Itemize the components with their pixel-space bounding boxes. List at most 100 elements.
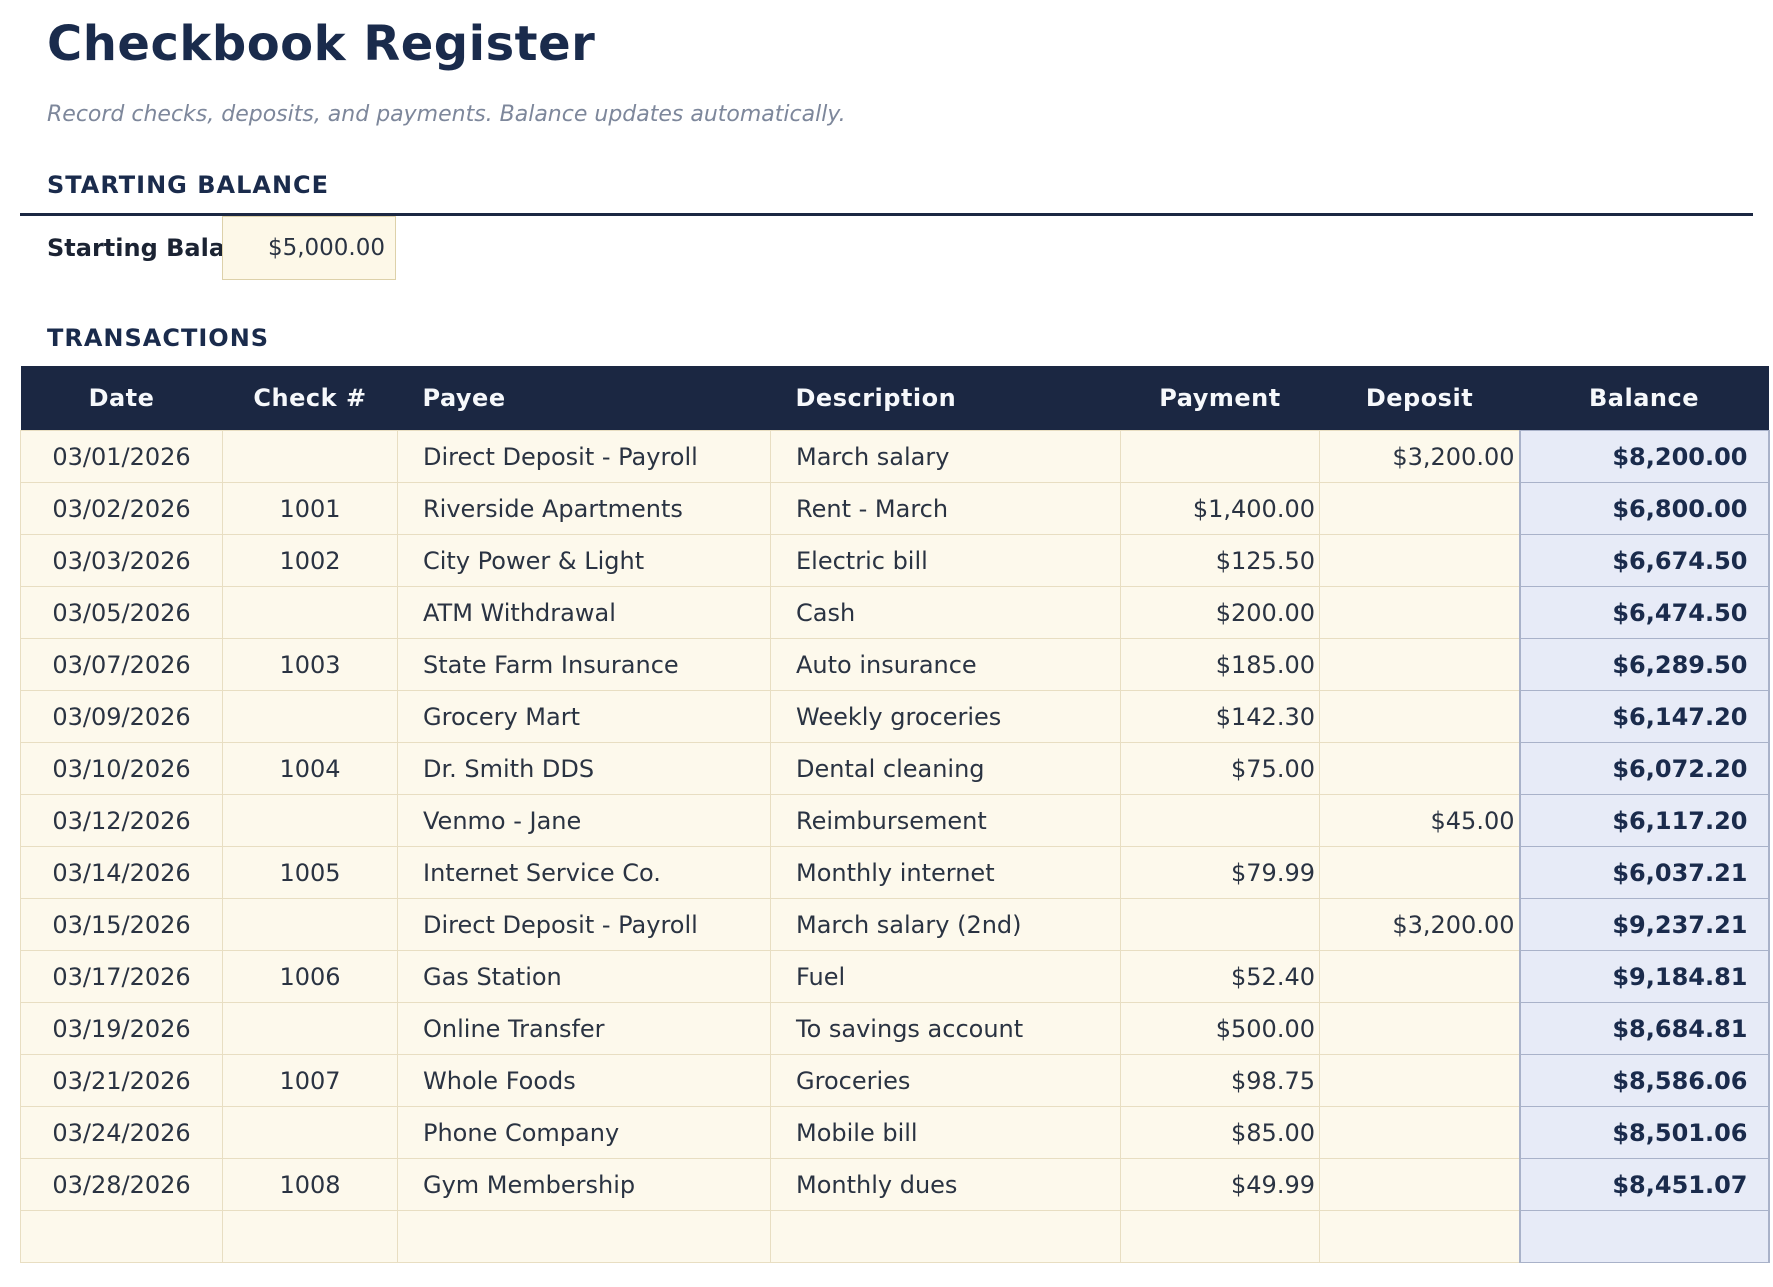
cell-check-number[interactable] <box>222 1106 398 1159</box>
cell-payee[interactable]: State Farm Insurance <box>397 638 771 691</box>
cell-date[interactable]: 03/10/2026 <box>20 742 223 795</box>
cell-check-number[interactable]: 1001 <box>222 482 398 535</box>
cell-payment[interactable]: $79.99 <box>1120 846 1320 899</box>
cell-description[interactable]: Groceries <box>770 1054 1121 1107</box>
starting-balance-input[interactable]: $5,000.00 <box>222 216 396 280</box>
cell-payment[interactable]: $75.00 <box>1120 742 1320 795</box>
cell-deposit[interactable] <box>1319 638 1520 691</box>
cell-deposit[interactable] <box>1319 586 1520 639</box>
cell-deposit[interactable] <box>1319 534 1520 587</box>
cell-date[interactable]: 03/03/2026 <box>20 534 223 587</box>
cell-payment[interactable] <box>1120 898 1320 951</box>
cell-payment[interactable]: $200.00 <box>1120 586 1320 639</box>
cell-payee[interactable]: Venmo - Jane <box>397 794 771 847</box>
cell-date[interactable]: 03/12/2026 <box>20 794 223 847</box>
cell-deposit[interactable] <box>1319 846 1520 899</box>
cell-date[interactable]: 03/05/2026 <box>20 586 223 639</box>
cell-date[interactable]: 03/17/2026 <box>20 950 223 1003</box>
cell-deposit[interactable] <box>1319 1054 1520 1107</box>
cell-check-number[interactable] <box>222 1002 398 1055</box>
cell-payment[interactable]: $85.00 <box>1120 1106 1320 1159</box>
cell-date[interactable]: 03/02/2026 <box>20 482 223 535</box>
cell-check-number[interactable]: 1002 <box>222 534 398 587</box>
cell-deposit[interactable] <box>1319 690 1520 743</box>
cell-check-number[interactable] <box>222 1210 398 1263</box>
cell-deposit[interactable] <box>1319 950 1520 1003</box>
cell-date[interactable]: 03/28/2026 <box>20 1158 223 1211</box>
cell-payment[interactable]: $1,400.00 <box>1120 482 1320 535</box>
cell-deposit[interactable] <box>1319 482 1520 535</box>
cell-payment[interactable] <box>1120 430 1320 483</box>
cell-balance: $9,184.81 <box>1518 950 1770 1003</box>
cell-payment[interactable]: $49.99 <box>1120 1158 1320 1211</box>
cell-payee[interactable]: Internet Service Co. <box>397 846 771 899</box>
cell-deposit[interactable]: $3,200.00 <box>1319 898 1520 951</box>
cell-description[interactable]: Monthly dues <box>770 1158 1121 1211</box>
cell-check-number[interactable] <box>222 690 398 743</box>
cell-payee[interactable]: Whole Foods <box>397 1054 771 1107</box>
cell-check-number[interactable] <box>222 586 398 639</box>
cell-date[interactable]: 03/24/2026 <box>20 1106 223 1159</box>
cell-description[interactable]: Auto insurance <box>770 638 1121 691</box>
cell-payee[interactable]: ATM Withdrawal <box>397 586 771 639</box>
cell-payee[interactable] <box>397 1210 771 1263</box>
cell-check-number[interactable]: 1008 <box>222 1158 398 1211</box>
cell-payment[interactable]: $185.00 <box>1120 638 1320 691</box>
cell-date[interactable]: 03/21/2026 <box>20 1054 223 1107</box>
cell-description[interactable]: Dental cleaning <box>770 742 1121 795</box>
cell-payee[interactable]: Phone Company <box>397 1106 771 1159</box>
cell-deposit[interactable]: $3,200.00 <box>1319 430 1520 483</box>
cell-description[interactable]: March salary (2nd) <box>770 898 1121 951</box>
cell-payee[interactable]: City Power & Light <box>397 534 771 587</box>
cell-description[interactable] <box>770 1210 1121 1263</box>
cell-date[interactable]: 03/07/2026 <box>20 638 223 691</box>
cell-date[interactable]: 03/09/2026 <box>20 690 223 743</box>
cell-payee[interactable]: Gym Membership <box>397 1158 771 1211</box>
cell-date[interactable]: 03/15/2026 <box>20 898 223 951</box>
cell-description[interactable]: To savings account <box>770 1002 1121 1055</box>
cell-payment[interactable]: $142.30 <box>1120 690 1320 743</box>
cell-payment[interactable]: $52.40 <box>1120 950 1320 1003</box>
cell-deposit[interactable] <box>1319 742 1520 795</box>
cell-deposit[interactable] <box>1319 1002 1520 1055</box>
cell-description[interactable]: March salary <box>770 430 1121 483</box>
cell-description[interactable]: Monthly internet <box>770 846 1121 899</box>
cell-payee[interactable]: Direct Deposit - Payroll <box>397 898 771 951</box>
cell-check-number[interactable] <box>222 794 398 847</box>
cell-check-number[interactable]: 1003 <box>222 638 398 691</box>
cell-payment[interactable] <box>1120 794 1320 847</box>
cell-date[interactable]: 03/14/2026 <box>20 846 223 899</box>
cell-description[interactable]: Mobile bill <box>770 1106 1121 1159</box>
cell-description[interactable]: Cash <box>770 586 1121 639</box>
cell-deposit[interactable] <box>1319 1106 1520 1159</box>
cell-check-number[interactable] <box>222 430 398 483</box>
cell-payee[interactable]: Grocery Mart <box>397 690 771 743</box>
cell-deposit[interactable] <box>1319 1210 1520 1263</box>
cell-payment[interactable]: $500.00 <box>1120 1002 1320 1055</box>
cell-description[interactable]: Reimbursement <box>770 794 1121 847</box>
cell-deposit[interactable] <box>1319 1158 1520 1211</box>
cell-payee[interactable]: Gas Station <box>397 950 771 1003</box>
starting-balance-section: Starting Balance $5,000.00 <box>20 213 1753 280</box>
cell-payee[interactable]: Riverside Apartments <box>397 482 771 535</box>
cell-payee[interactable]: Direct Deposit - Payroll <box>397 430 771 483</box>
cell-payee[interactable]: Online Transfer <box>397 1002 771 1055</box>
cell-check-number[interactable]: 1006 <box>222 950 398 1003</box>
cell-date[interactable]: 03/19/2026 <box>20 1002 223 1055</box>
cell-description[interactable]: Fuel <box>770 950 1121 1003</box>
cell-check-number[interactable] <box>222 898 398 951</box>
cell-date[interactable] <box>20 1210 223 1263</box>
cell-payment[interactable] <box>1120 1210 1320 1263</box>
cell-check-number[interactable]: 1005 <box>222 846 398 899</box>
cell-payee[interactable]: Dr. Smith DDS <box>397 742 771 795</box>
cell-check-number[interactable]: 1007 <box>222 1054 398 1107</box>
cell-deposit[interactable]: $45.00 <box>1319 794 1520 847</box>
cell-description[interactable]: Weekly groceries <box>770 690 1121 743</box>
table-row: 03/17/2026 1006 Gas Station Fuel $52.40 … <box>20 950 1770 1003</box>
cell-payment[interactable]: $125.50 <box>1120 534 1320 587</box>
cell-check-number[interactable]: 1004 <box>222 742 398 795</box>
cell-description[interactable]: Rent - March <box>770 482 1121 535</box>
cell-description[interactable]: Electric bill <box>770 534 1121 587</box>
cell-payment[interactable]: $98.75 <box>1120 1054 1320 1107</box>
cell-date[interactable]: 03/01/2026 <box>20 430 223 483</box>
